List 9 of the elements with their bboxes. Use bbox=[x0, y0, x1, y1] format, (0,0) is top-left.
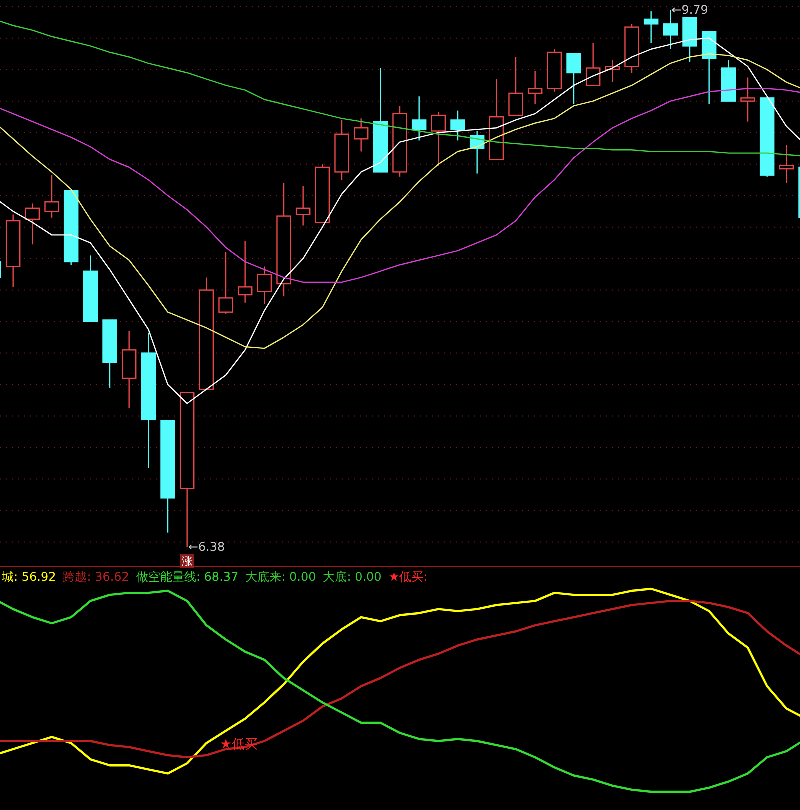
legend-label: 大底: 0.00 bbox=[323, 570, 382, 584]
text: 涨 bbox=[182, 555, 193, 568]
text: 城: 56.92 bbox=[1, 570, 56, 584]
legend-label: ★低买: bbox=[388, 570, 428, 584]
annotation: ←9.79 bbox=[672, 3, 708, 17]
legend-label: 大底来: 0.00 bbox=[246, 570, 316, 584]
annotation: ←6.38 bbox=[188, 540, 226, 554]
text: 跨越: 36.62 bbox=[63, 570, 130, 584]
series-label: 做空能量线: 68.37 bbox=[136, 570, 239, 584]
